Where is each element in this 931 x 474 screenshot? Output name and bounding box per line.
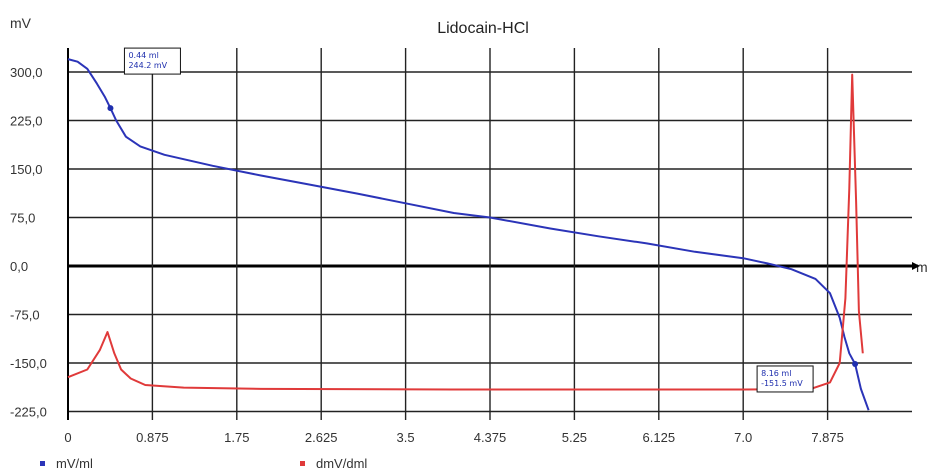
y-tick-label: 225,0 [10,114,43,129]
chart-title: Lidocain-HCl [437,20,529,37]
series-line-mv-ml [67,58,870,411]
y-tick-label: -75,0 [10,308,40,323]
x-tick-label: 1.75 [224,430,249,445]
x-tick-label: 0 [64,430,71,445]
annotation-box [123,47,181,75]
x-tick-label: 4.375 [474,430,507,445]
x-tick-label: 5.25 [562,430,587,445]
annotation-marker [107,105,114,112]
x-axis-unit-label: m [916,259,928,275]
legend-swatch [40,461,45,466]
x-tick-label: 0.875 [136,430,169,445]
y-tick-label: 150,0 [10,162,43,177]
y-axis-unit-label: mV [10,15,32,31]
y-axis-tick-labels: 300,0 225,0 150,0 75,0 0,0 -75,0 -150,0 -225,0 [10,65,47,420]
legend: mV/ml dmV/dml [40,456,367,471]
annotation-label: 244.2 mV [128,61,167,70]
x-axis-tick-labels: 0 0.875 1.75 2.625 3.5 4.375 5.25 6.125 7.0 7.875 [64,430,843,445]
x-axis-arrow [912,262,920,270]
y-tick-label: 300,0 [10,65,43,80]
y-tick-label: 75,0 [10,211,35,226]
x-tick-label: 7.875 [811,430,844,445]
grid-lines [67,48,920,420]
annotation-label: -151.5 mV [761,379,803,388]
series-layer [67,58,870,411]
annotation-marker [852,360,859,367]
y-tick-label: -225,0 [10,405,47,420]
y-tick-label: 0,0 [10,259,28,274]
x-tick-label: 3.5 [397,430,415,445]
legend-swatch [300,461,305,466]
annotation-label: 0.44 ml [128,51,158,60]
legend-label: dmV/dml [316,456,367,471]
legend-label: mV/ml [56,456,93,471]
x-tick-label: 2.625 [305,430,338,445]
annotation-box [756,365,814,393]
y-tick-label: -150,0 [10,356,47,371]
x-tick-label: 7.0 [734,430,752,445]
series-line-dmv-dml [67,73,864,391]
annotation-label: 8.16 ml [761,369,791,378]
x-tick-label: 6.125 [643,430,676,445]
